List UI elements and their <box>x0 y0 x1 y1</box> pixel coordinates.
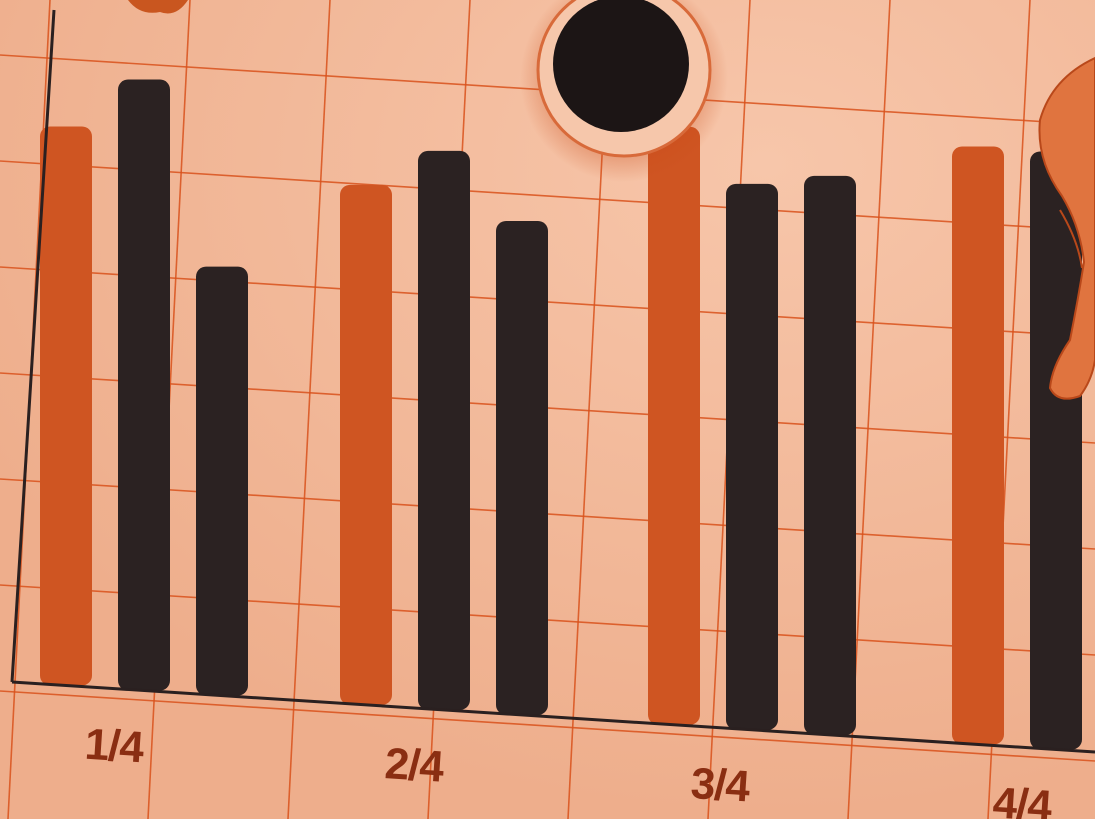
hand-right <box>1038 56 1095 400</box>
bar-4-4-series-1 <box>952 146 1004 745</box>
bar-1-4-series-2 <box>118 79 170 691</box>
coffee-cup <box>520 0 728 182</box>
chart-axes <box>10 9 1095 754</box>
bar-4-4-series-2 <box>1030 151 1082 750</box>
category-label-3-4: 3/4 <box>689 759 752 812</box>
category-label-2-4: 2/4 <box>383 739 446 792</box>
grid-horizontal-1 <box>0 160 1095 232</box>
hand-top-left <box>128 0 188 14</box>
y-axis <box>10 9 56 683</box>
bar-3-4-series-3 <box>804 175 856 735</box>
bar-2-4-series-3 <box>496 220 548 715</box>
bar-3-4-series-1 <box>648 126 700 725</box>
grid-horizontal-6 <box>0 690 1095 762</box>
bar-3-4-series-2 <box>726 183 778 730</box>
grid-vertical-2 <box>287 0 331 819</box>
chart-bars <box>40 79 1082 750</box>
bar-2-4-series-1 <box>340 184 392 705</box>
bar-1-4-series-3 <box>196 266 248 696</box>
bar-2-4-series-2 <box>418 150 470 710</box>
category-label-4-4: 4/4 <box>991 778 1054 819</box>
x-axis <box>11 680 1095 754</box>
category-label-1-4: 1/4 <box>83 720 146 773</box>
chart-category-labels: 1/4 2/4 3/4 4/4 <box>83 720 1054 819</box>
bar-1-4-series-1 <box>40 126 92 686</box>
coffee <box>553 0 689 132</box>
